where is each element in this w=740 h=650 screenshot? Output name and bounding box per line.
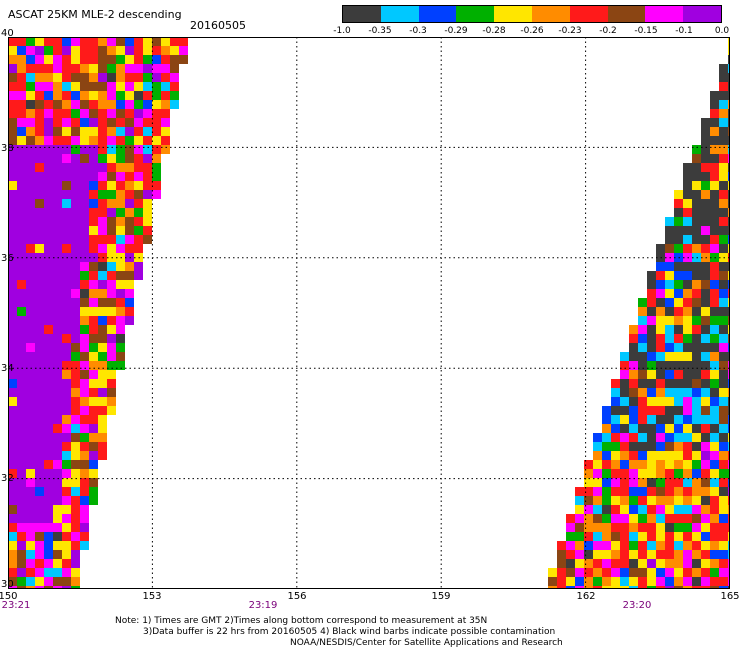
footnote-line-1: Note: 1) Times are GMT 2)Times along bot… [115,616,488,626]
y-tick-label: 36 [1,253,14,264]
legend-swatch [494,6,532,22]
map-date: 20160505 [190,19,246,32]
swath-cells [8,37,730,589]
legend-swatch [456,6,495,22]
y-tick-label: 40 [1,28,14,39]
y-tick-label: 34 [1,363,14,374]
legend-label: -0.15 [634,26,658,36]
legend-label: -0.23 [558,26,582,36]
legend-label: -0.1 [675,26,693,36]
legend-swatch [343,6,381,22]
graticule [8,37,730,589]
legend-swatch [380,6,419,22]
pass-time-label: 23:19 [248,600,278,611]
legend-swatch [531,6,570,22]
legend-swatch [607,6,646,22]
x-tick-label: 150 [0,591,18,602]
footnote-credit: NOAA/NESDIS/Center for Satellite Applica… [290,638,563,648]
legend-label: -0.26 [520,26,544,36]
y-tick-label: 38 [1,143,14,154]
y-tick-label: 32 [1,473,14,484]
x-tick-label: 162 [576,591,596,602]
swath-map [8,37,730,589]
x-tick-label: 165 [720,591,740,602]
legend-swatch [645,6,684,22]
legend-label: -1.0 [333,26,351,36]
legend-label: -0.35 [368,26,392,36]
legend-label: -0.28 [482,26,506,36]
legend-label: -0.3 [409,26,427,36]
color-legend-bar [342,5,722,23]
y-tick-label: 30 [1,579,14,590]
legend-label: 0.0 [714,26,730,36]
x-tick-label: 159 [431,591,451,602]
legend-swatch [683,6,721,22]
legend-swatch [418,6,457,22]
map-title: ASCAT 25KM MLE-2 descending [8,8,182,21]
legend-label: -0.2 [599,26,617,36]
pass-time-label: 23:20 [622,600,652,611]
footnote-line-2: 3)Data buffer is 22 hrs from 20160505 4)… [143,627,556,637]
legend-swatch [569,6,608,22]
x-tick-label: 156 [287,591,307,602]
x-tick-label: 153 [142,591,162,602]
pass-time-label: 23:21 [1,600,31,611]
legend-label: -0.29 [444,26,468,36]
